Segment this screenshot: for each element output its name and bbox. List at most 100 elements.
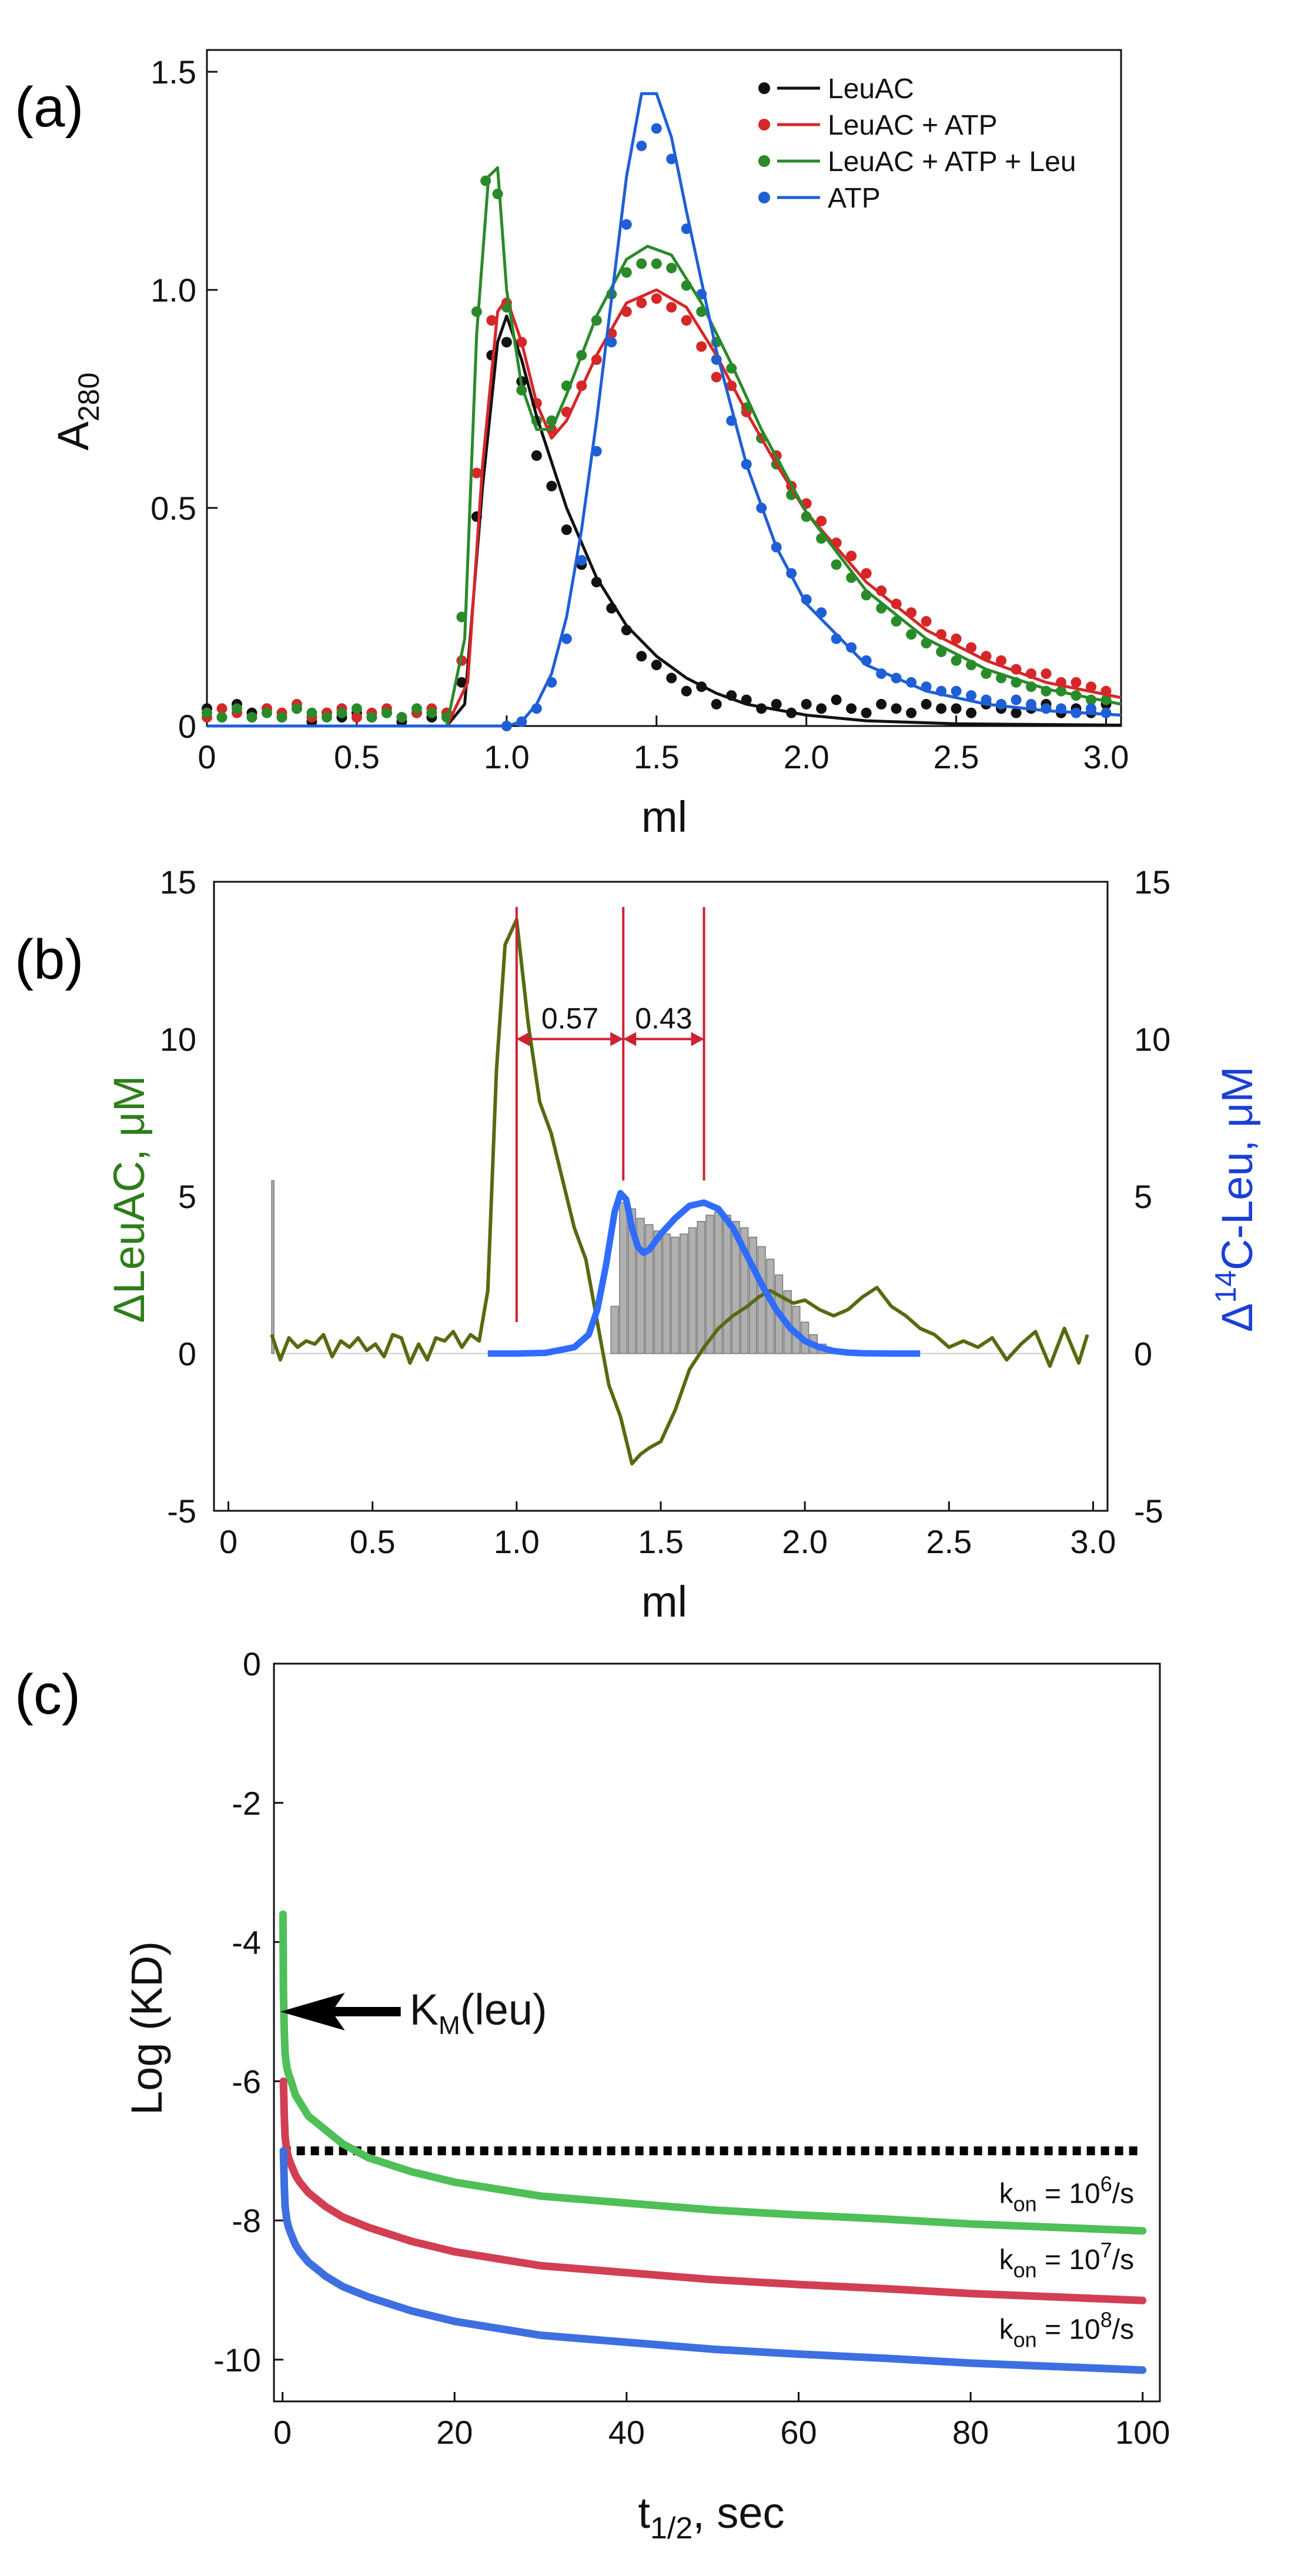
data-point [651,258,662,269]
data-point [876,698,887,710]
data-point [426,707,437,718]
y-tick-label: -10 [213,2341,261,2378]
panel-c-frame [273,1662,1161,2403]
data-point [846,703,857,714]
kon-label-mid: = 10 [1037,2314,1100,2345]
y-right-tick-label: -5 [1134,1493,1163,1530]
kon-label-k: k [999,2244,1014,2276]
data-point [651,293,662,304]
kon-label-sub: on [1013,2192,1037,2216]
data-point [651,123,662,134]
panel-a-ylabel-sub: 280 [72,373,105,421]
data-point [561,633,572,644]
y-left-tick-label: -5 [167,1493,196,1530]
y-tick-label: -2 [232,1785,261,1822]
x-tick-label: 60 [780,2414,817,2451]
x-tick-label: 1.5 [634,738,680,775]
data-point [681,315,692,326]
histogram-bar [662,1233,671,1354]
data-point [711,372,722,383]
x-tick-label: 1.0 [494,1523,540,1560]
x-tick-label: 2.5 [926,1523,972,1560]
legend-label: LeuAC + ATP [828,110,998,141]
panel-c-xlabel-post: , sec [693,2488,784,2537]
data-point [951,633,962,644]
panel-a-xlabel: ml [641,792,687,841]
data-point [666,673,677,684]
interval-arrow-head-left [623,1032,637,1046]
data-point [636,258,647,269]
data-point [276,712,287,723]
data-point [561,524,572,536]
data-point [666,262,677,273]
y-right-tick-label: 0 [1134,1336,1152,1373]
kon-curve [279,1910,1147,2235]
x-tick-label: 20 [436,2414,473,2451]
legend-label: ATP [828,183,881,214]
y-tick-label: 1.5 [150,53,196,91]
x-tick-label: 0 [219,1523,237,1560]
panel-b-ylabel-right: Δ14C-Leu, μM [1209,1066,1262,1332]
data-point [921,698,932,710]
panel-c: (c) 0 20 40 60 80 100 0 -2 -4 -6 -8 -10 KM(leu) kon … [15,1645,1170,2545]
histogram-bar [671,1236,680,1354]
x-tick-label: 80 [952,2414,989,2451]
kon-label: kon = 106/s [999,2172,1135,2216]
y-right-tick-label: 10 [1134,1021,1170,1058]
x-tick-label: 0 [198,738,216,775]
y-right-tick-label: 5 [1134,1178,1152,1215]
data-point [531,450,542,461]
data-point [1026,698,1037,710]
fit-line [207,288,1122,728]
kon-label: kon = 108/s [999,2307,1135,2351]
x-tick-label: 2.0 [784,738,829,775]
data-point [261,707,272,718]
data-point [831,694,842,705]
data-point [711,698,722,710]
data-point [621,267,632,278]
kon-label-sup: 8 [1100,2307,1112,2331]
data-point [666,302,677,313]
leuac-line [270,918,1089,1466]
panel-b-frame [213,881,1109,1512]
panel-a-ylabel: A280 [49,373,105,451]
interval-label: 0.57 [541,1002,598,1035]
y-tick-label: 1.0 [150,272,196,309]
data-point [492,188,503,199]
panel-b-xlabel: ml [641,1577,687,1626]
panel-c-label: (c) [15,1663,81,1726]
km-arrow-head [280,1992,345,2030]
histogram-bar [722,1215,731,1354]
panel-c-plot: KM(leu) kon = 106/s kon = 107/s kon = 108/s [279,1910,1147,2374]
data-point [636,140,647,152]
data-point [411,703,422,714]
fit-line [207,166,1122,728]
histogram-bar [271,1180,275,1354]
histogram-bar [757,1246,766,1354]
data-point [801,698,812,710]
y-left-tick-label: 5 [178,1178,196,1215]
c14-leu-line [487,1190,921,1357]
panel-a-label: (a) [15,76,83,139]
panel-b-plot: 0.57 0.43 [270,906,1089,1466]
x-tick-label: 1.0 [484,738,530,775]
km-label: KM(leu) [410,1985,547,2040]
data-point [846,642,857,653]
y-tick-label: -4 [232,1924,261,1961]
histogram-bar [619,1202,628,1354]
data-point [936,703,947,714]
x-tick-label: 3.0 [1070,1523,1116,1560]
data-point [486,315,497,326]
kon-label: kon = 107/s [999,2238,1135,2282]
panel-a-ticks: 0 0.5 1.0 1.5 2.0 2.5 3.0 0 0.5 1.0 1.5 [150,53,1129,775]
data-point [216,712,228,723]
panel-b-ticks: 0 0.5 1.0 1.5 2.0 2.5 3.0 -5 0 5 10 15 -5 0 5 10 15 [160,864,1171,1560]
legend-marker [758,119,770,131]
km-label-sub: M [439,2011,460,2040]
data-point [651,660,662,671]
data-point [636,297,647,309]
histogram-bar [610,1306,619,1354]
data-point [906,707,917,718]
kon-label-sup: 7 [1100,2238,1112,2262]
data-point [771,698,782,710]
